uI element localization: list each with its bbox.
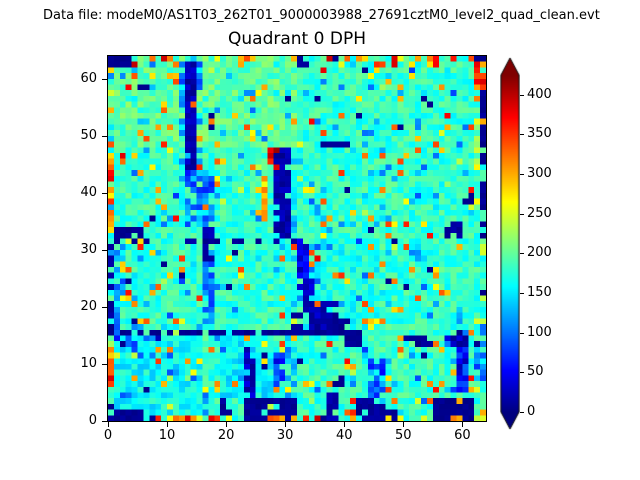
x-tick-label: 60 <box>454 428 471 443</box>
y-tick-label: 40 <box>80 184 97 200</box>
x-tick-mark <box>108 422 109 427</box>
y-tick-label: 60 <box>80 70 97 86</box>
colorbar <box>500 57 520 431</box>
x-tick-label: 20 <box>217 428 235 443</box>
colorbar-tick-label: 350 <box>527 126 552 142</box>
colorbar-tick-mark <box>520 94 524 96</box>
colorbar-tick-mark <box>520 213 524 215</box>
colorbar-tick-label: 300 <box>527 166 552 182</box>
y-tick-label: 30 <box>80 241 97 257</box>
colorbar-tick-label: 0 <box>527 404 536 419</box>
heatmap-canvas <box>108 56 486 421</box>
colorbar-tick-label: 100 <box>527 324 552 340</box>
x-tick-mark <box>403 422 405 427</box>
colorbar-tick-label: 400 <box>527 86 552 102</box>
colorbar-tick-mark <box>520 332 524 334</box>
x-tick-mark <box>344 422 346 427</box>
y-tick-mark <box>102 306 107 308</box>
x-tick-label: 30 <box>276 428 294 443</box>
colorbar-tick-mark <box>520 134 524 136</box>
x-tick-label: 0 <box>103 428 113 443</box>
y-tick-label: 10 <box>80 355 97 371</box>
x-tick-mark <box>462 422 464 427</box>
y-tick-mark <box>102 249 107 251</box>
x-tick-label: 50 <box>395 428 412 443</box>
colorbar-tick-mark <box>520 412 524 413</box>
y-tick-mark <box>102 78 107 80</box>
colorbar-tick-mark <box>520 293 524 295</box>
colorbar-tick-mark <box>520 372 524 374</box>
y-tick-label: 0 <box>88 413 97 428</box>
y-tick-label: 20 <box>80 298 97 314</box>
colorbar-tick-mark <box>520 253 524 255</box>
x-tick-label: 40 <box>335 428 353 443</box>
x-tick-mark <box>167 422 169 427</box>
plot-title: Quadrant 0 DPH <box>228 29 366 49</box>
data-file-text: Data file: modeM0/AS1T03_262T01_90000039… <box>43 8 600 23</box>
axes-frame <box>107 55 487 422</box>
colorbar-tick-label: 150 <box>527 285 552 301</box>
colorbar-tick-label: 250 <box>527 205 552 221</box>
colorbar-tick-label: 50 <box>527 364 544 380</box>
y-tick-mark <box>102 421 107 422</box>
y-tick-label: 50 <box>80 127 97 143</box>
x-tick-label: 10 <box>158 428 176 443</box>
y-tick-mark <box>102 363 107 365</box>
x-tick-mark <box>285 422 287 427</box>
y-tick-mark <box>102 192 107 194</box>
colorbar-tick-label: 200 <box>527 245 552 261</box>
y-tick-mark <box>102 135 107 137</box>
colorbar-tick-mark <box>520 174 524 176</box>
x-tick-mark <box>226 422 228 427</box>
